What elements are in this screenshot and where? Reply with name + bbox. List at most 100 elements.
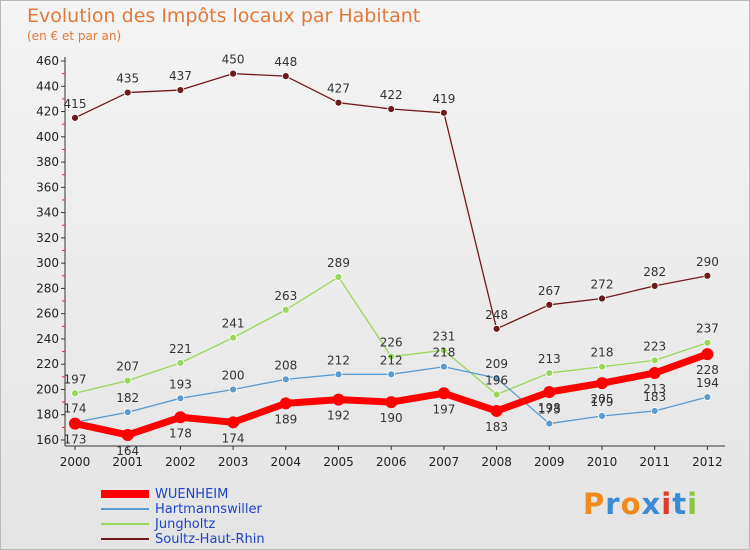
y-tick-label: 160 xyxy=(36,433,59,447)
data-point xyxy=(650,407,659,415)
logo-letter: i xyxy=(687,487,699,521)
logo-letter: o xyxy=(620,487,642,521)
data-label: 194 xyxy=(696,376,719,390)
data-point xyxy=(701,348,714,361)
data-point xyxy=(490,404,503,417)
data-label: 164 xyxy=(116,444,139,458)
data-point xyxy=(123,88,132,97)
y-tick-label: 360 xyxy=(36,180,59,194)
data-point xyxy=(545,419,554,428)
data-point xyxy=(387,370,396,379)
data-label: 228 xyxy=(696,363,719,377)
data-label: 213 xyxy=(538,352,561,366)
data-label: 272 xyxy=(591,278,614,292)
data-label: 174 xyxy=(222,431,245,445)
data-point xyxy=(334,98,343,107)
data-point xyxy=(332,393,345,406)
y-tick-label: 180 xyxy=(36,408,59,422)
data-point xyxy=(598,294,606,303)
data-label: 197 xyxy=(432,402,455,416)
data-label: 179 xyxy=(591,395,614,409)
data-point xyxy=(387,105,396,113)
data-point xyxy=(650,281,659,290)
data-point xyxy=(71,389,79,398)
data-point xyxy=(598,412,606,420)
x-tick-label: 2002 xyxy=(165,455,196,469)
data-label: 435 xyxy=(116,72,139,86)
data-point xyxy=(650,356,659,365)
y-tick-label: 200 xyxy=(36,382,59,396)
data-label: 415 xyxy=(64,97,87,111)
legend-swatch xyxy=(101,508,149,510)
data-label: 183 xyxy=(643,390,666,404)
x-tick-label: 2001 xyxy=(112,455,143,469)
x-tick-label: 2012 xyxy=(692,455,723,469)
legend-swatch xyxy=(101,490,149,498)
data-label: 189 xyxy=(274,412,297,426)
logo-letter: r xyxy=(605,487,621,521)
data-point xyxy=(492,390,501,399)
data-label: 221 xyxy=(169,342,192,356)
legend-label: WUENHEIM xyxy=(155,487,229,502)
data-label: 190 xyxy=(380,411,403,425)
data-label: 212 xyxy=(380,353,403,367)
data-point xyxy=(69,417,81,430)
y-tick-label: 440 xyxy=(36,79,59,93)
data-point xyxy=(543,385,556,398)
logo-letter: i xyxy=(661,487,673,521)
data-label: 448 xyxy=(274,55,297,69)
data-label: 218 xyxy=(432,346,455,360)
proxiti-logo: Proxiti xyxy=(583,487,698,521)
data-label: 173 xyxy=(538,403,561,417)
x-tick-label: 2006 xyxy=(376,455,407,469)
data-label: 213 xyxy=(643,382,666,396)
data-label: 174 xyxy=(64,401,87,415)
legend-swatch xyxy=(101,538,149,540)
data-label: 223 xyxy=(643,339,666,353)
y-tick-label: 280 xyxy=(36,281,59,295)
x-tick-label: 2011 xyxy=(639,455,670,469)
y-tick-label: 400 xyxy=(36,130,59,144)
y-tick-label: 340 xyxy=(36,206,59,220)
x-tick-label: 2008 xyxy=(481,455,512,469)
data-label: 196 xyxy=(485,374,508,388)
data-label: 237 xyxy=(696,322,719,336)
y-tick-label: 380 xyxy=(36,155,59,169)
data-point xyxy=(229,385,238,394)
y-tick-label: 460 xyxy=(36,54,59,68)
data-point xyxy=(281,375,290,384)
data-point xyxy=(437,387,450,400)
data-point xyxy=(703,271,712,280)
data-point xyxy=(492,324,501,333)
legend-swatch xyxy=(101,523,149,525)
legend-label: Jungholtz xyxy=(155,517,216,532)
data-point xyxy=(596,377,608,390)
data-point xyxy=(648,367,661,380)
data-point xyxy=(176,394,185,403)
data-point xyxy=(71,113,79,122)
logo-letter: t xyxy=(672,487,688,521)
data-label: 427 xyxy=(327,82,350,96)
data-point xyxy=(229,333,238,342)
data-label: 198 xyxy=(538,401,561,415)
y-tick-label: 420 xyxy=(36,105,59,119)
data-point xyxy=(281,72,290,81)
data-label: 419 xyxy=(432,92,455,106)
data-point xyxy=(279,397,292,410)
data-point xyxy=(545,369,554,377)
data-point xyxy=(123,376,132,385)
legend-label: Soultz-Haut-Rhin xyxy=(155,532,265,547)
data-label: 282 xyxy=(643,265,666,279)
data-label: 248 xyxy=(485,308,508,322)
data-label: 209 xyxy=(485,357,508,371)
data-label: 208 xyxy=(274,358,297,372)
data-label: 197 xyxy=(64,372,87,386)
data-point xyxy=(174,411,187,424)
data-point xyxy=(227,416,240,429)
y-tick-label: 260 xyxy=(36,307,59,321)
data-label: 450 xyxy=(222,53,245,67)
legend-label: Hartmannswiller xyxy=(155,502,262,517)
data-label: 193 xyxy=(169,377,192,391)
data-label: 289 xyxy=(327,256,350,270)
